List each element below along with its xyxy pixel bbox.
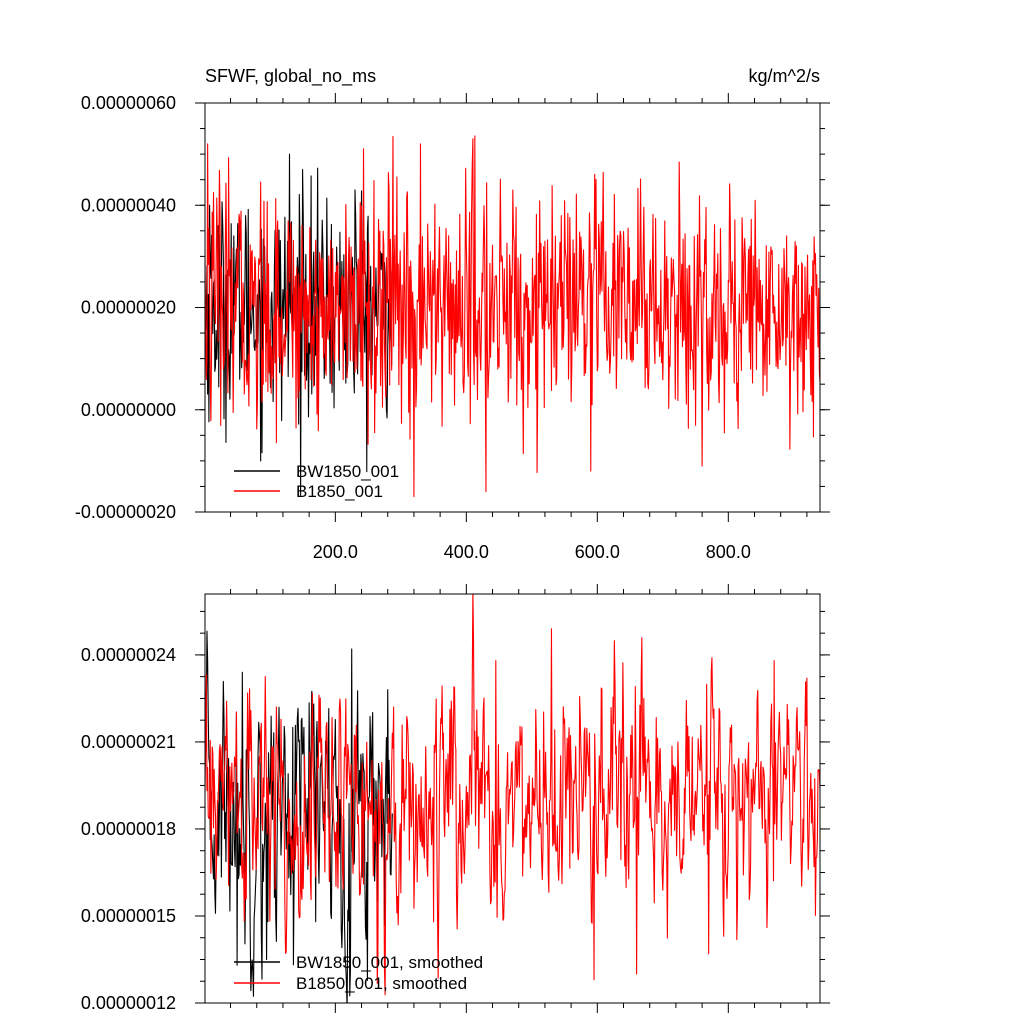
top-panel-legend: BW1850_001 B1850_001 <box>234 462 399 501</box>
top-panel: SFWF, global_no_ms kg/m^2/s -0.00000020 0… <box>75 66 830 562</box>
top-panel-title-left: SFWF, global_no_ms <box>205 66 376 87</box>
bottom-panel-legend: BW1850_001, smoothed B1850_001, smoothed <box>234 953 483 993</box>
bottom-legend-label-b1850: B1850_001, smoothed <box>296 974 467 993</box>
top-panel-plot-frame <box>204 102 821 513</box>
y-tick-label: -0.00000020 <box>75 502 176 522</box>
bottom-panel: 0.00000012 0.00000015 0.00000018 0.00000021… <box>81 584 830 1013</box>
x-tick-label: 400.0 <box>444 542 489 562</box>
bottom-legend-label-bw1850: BW1850_001, smoothed <box>296 953 483 972</box>
y-tick-label: 0.00000015 <box>81 906 176 926</box>
x-tick-label: 600.0 <box>575 542 620 562</box>
y-tick-label: 0.00000060 <box>81 93 176 113</box>
y-tick-label: 0.00000018 <box>81 819 176 839</box>
top-panel-ticks: -0.00000020 0.00000000 0.00000020 0.0000004… <box>75 93 830 562</box>
x-tick-label: 800.0 <box>706 542 751 562</box>
y-tick-label: 0.00000040 <box>81 195 176 215</box>
y-tick-label: 0.00000021 <box>81 732 176 752</box>
y-tick-label: 0.00000000 <box>81 400 176 420</box>
top-legend-label-b1850: B1850_001 <box>296 482 383 501</box>
y-tick-label: 0.00000012 <box>81 993 176 1013</box>
bottom-panel-plot-frame <box>204 593 821 1004</box>
top-panel-title-right: kg/m^2/s <box>749 66 820 86</box>
y-tick-label: 0.00000020 <box>81 298 176 318</box>
top-legend-label-bw1850: BW1850_001 <box>296 462 399 481</box>
top-panel-series <box>205 135 820 498</box>
series-line-b1850 <box>205 594 820 996</box>
bottom-panel-ticks: 0.00000012 0.00000015 0.00000018 0.00000021… <box>81 584 830 1013</box>
y-tick-label: 0.00000024 <box>81 645 176 665</box>
bottom-panel-series <box>205 594 820 1003</box>
x-tick-label: 200.0 <box>313 542 358 562</box>
series-line-b1850 <box>205 135 820 498</box>
